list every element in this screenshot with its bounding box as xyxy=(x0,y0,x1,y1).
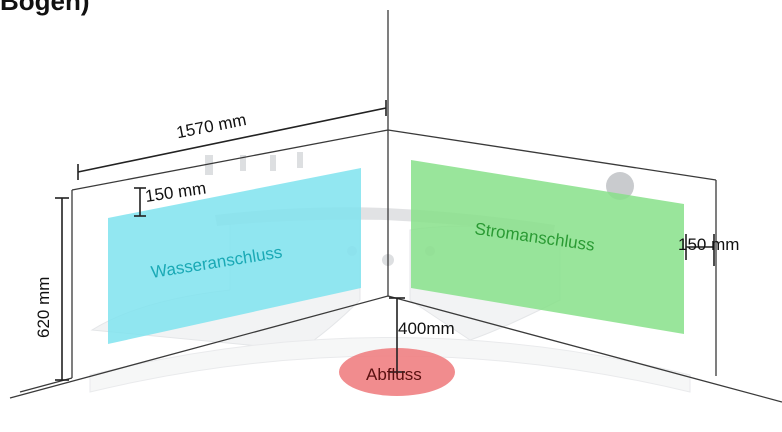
drain-offset-label: 400mm xyxy=(398,319,455,338)
wall-edges xyxy=(9,10,782,403)
left-height-label: 620 mm xyxy=(34,277,53,338)
top-width-label: 1570 mm xyxy=(175,110,248,142)
left-wall-top-edge xyxy=(71,129,389,191)
top-width-dimension-line xyxy=(77,107,387,173)
right-floor-edge xyxy=(387,295,782,403)
drain-zone-label: Abfluss xyxy=(366,365,422,384)
dimension-lines xyxy=(55,100,715,381)
power-zone xyxy=(411,160,684,334)
right-wall-top-edge xyxy=(387,129,717,181)
left-floor-edge xyxy=(9,295,389,399)
water-zone xyxy=(108,168,361,344)
page-heading: Bogen) xyxy=(0,0,90,16)
right-offset-label: 150 mm xyxy=(678,235,739,254)
